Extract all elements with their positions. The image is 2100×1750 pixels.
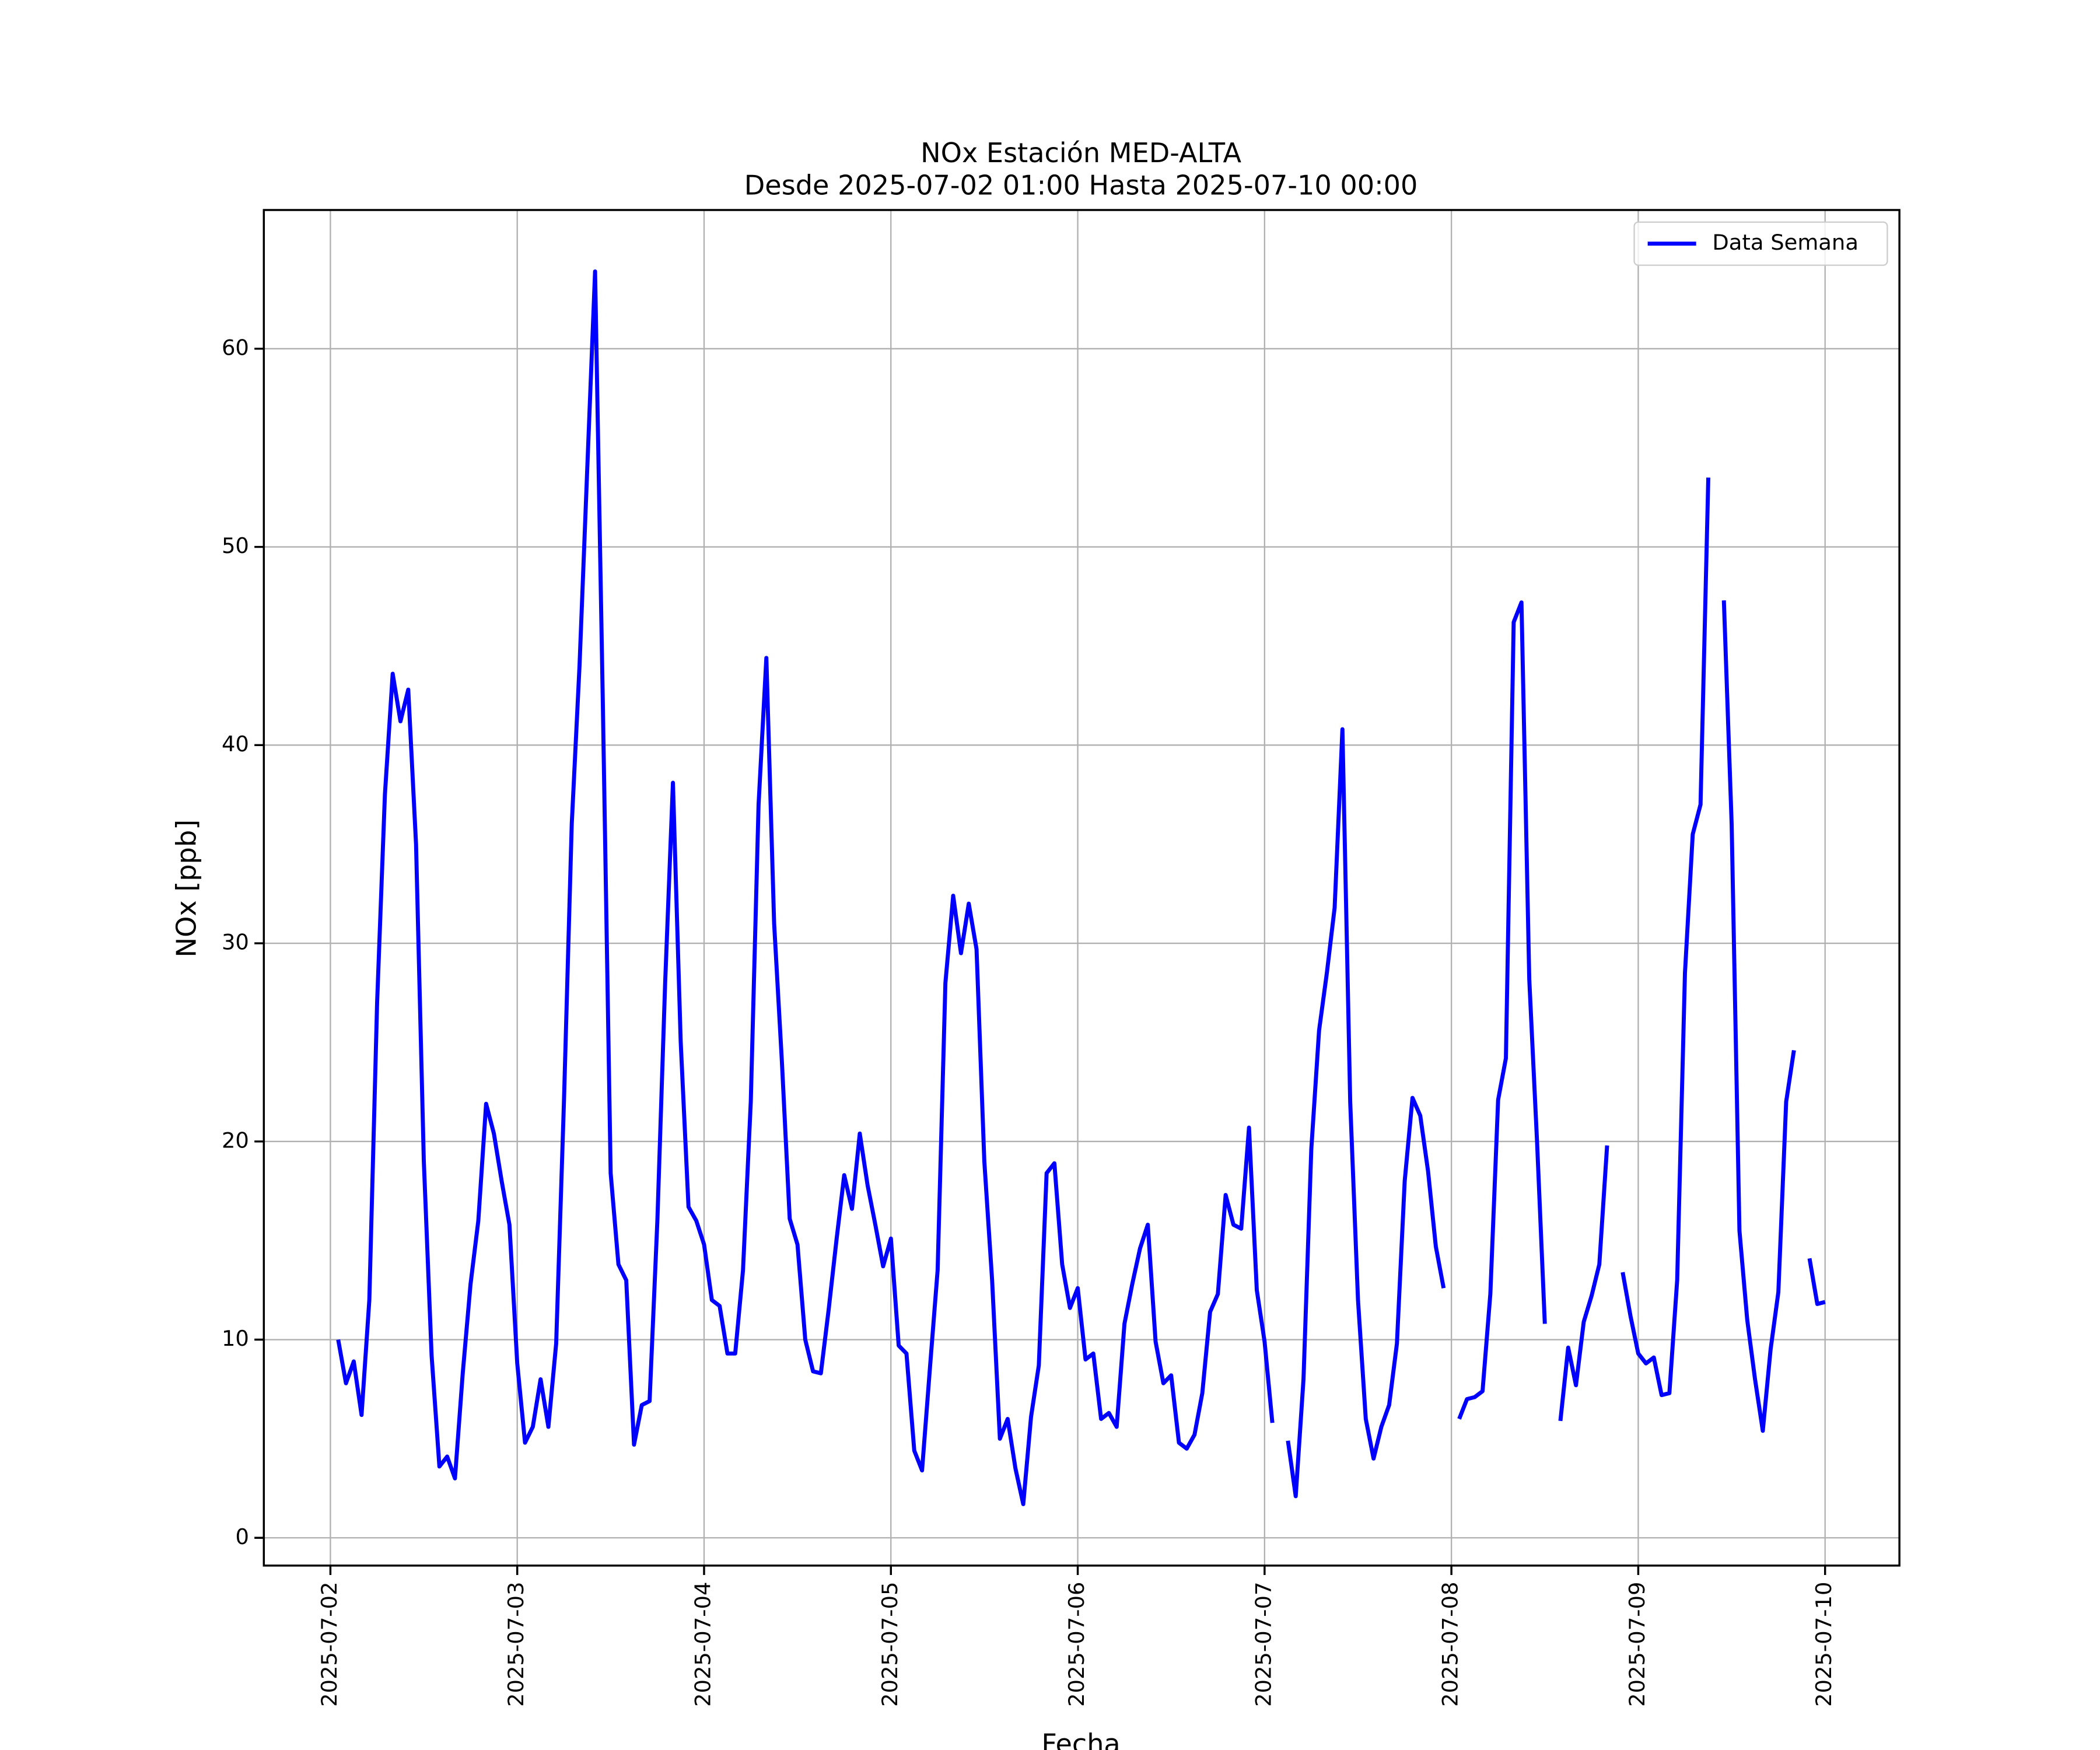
legend: Data Semana [1633, 221, 1888, 266]
plot-frame [262, 209, 1901, 1567]
y-tick-label: 20 [222, 1128, 249, 1153]
y-axis-label: NOx [ppb] [171, 820, 202, 958]
x-tick-label: 2025-07-04 [690, 1582, 715, 1707]
y-tick-label: 60 [222, 335, 249, 360]
legend-label: Data Semana [1712, 230, 1859, 255]
legend-box [1633, 221, 1888, 266]
x-tick-label: 2025-07-10 [1811, 1582, 1836, 1707]
y-tick-label: 10 [222, 1326, 249, 1351]
x-axis-label: Fecha [1041, 1728, 1120, 1750]
x-tick-label: 2025-07-05 [877, 1582, 902, 1707]
y-tick-label: 30 [222, 930, 249, 955]
chart-title: NOx Estación MED-ALTA [921, 137, 1241, 169]
x-tick-label: 2025-07-06 [1064, 1582, 1089, 1707]
x-tick-label: 2025-07-02 [317, 1582, 342, 1707]
x-tick-label: 2025-07-08 [1438, 1582, 1463, 1707]
y-tick-label: 40 [222, 732, 249, 757]
x-tick-label: 2025-07-03 [503, 1582, 528, 1707]
x-tick-label: 2025-07-09 [1625, 1582, 1650, 1707]
x-tick-label: 2025-07-07 [1251, 1582, 1276, 1707]
chart-subtitle: Desde 2025-07-02 01:00 Hasta 2025-07-10 … [744, 169, 1418, 201]
y-tick-label: 50 [222, 533, 249, 558]
y-tick-label: 0 [235, 1524, 249, 1549]
data-line [336, 269, 1826, 1506]
